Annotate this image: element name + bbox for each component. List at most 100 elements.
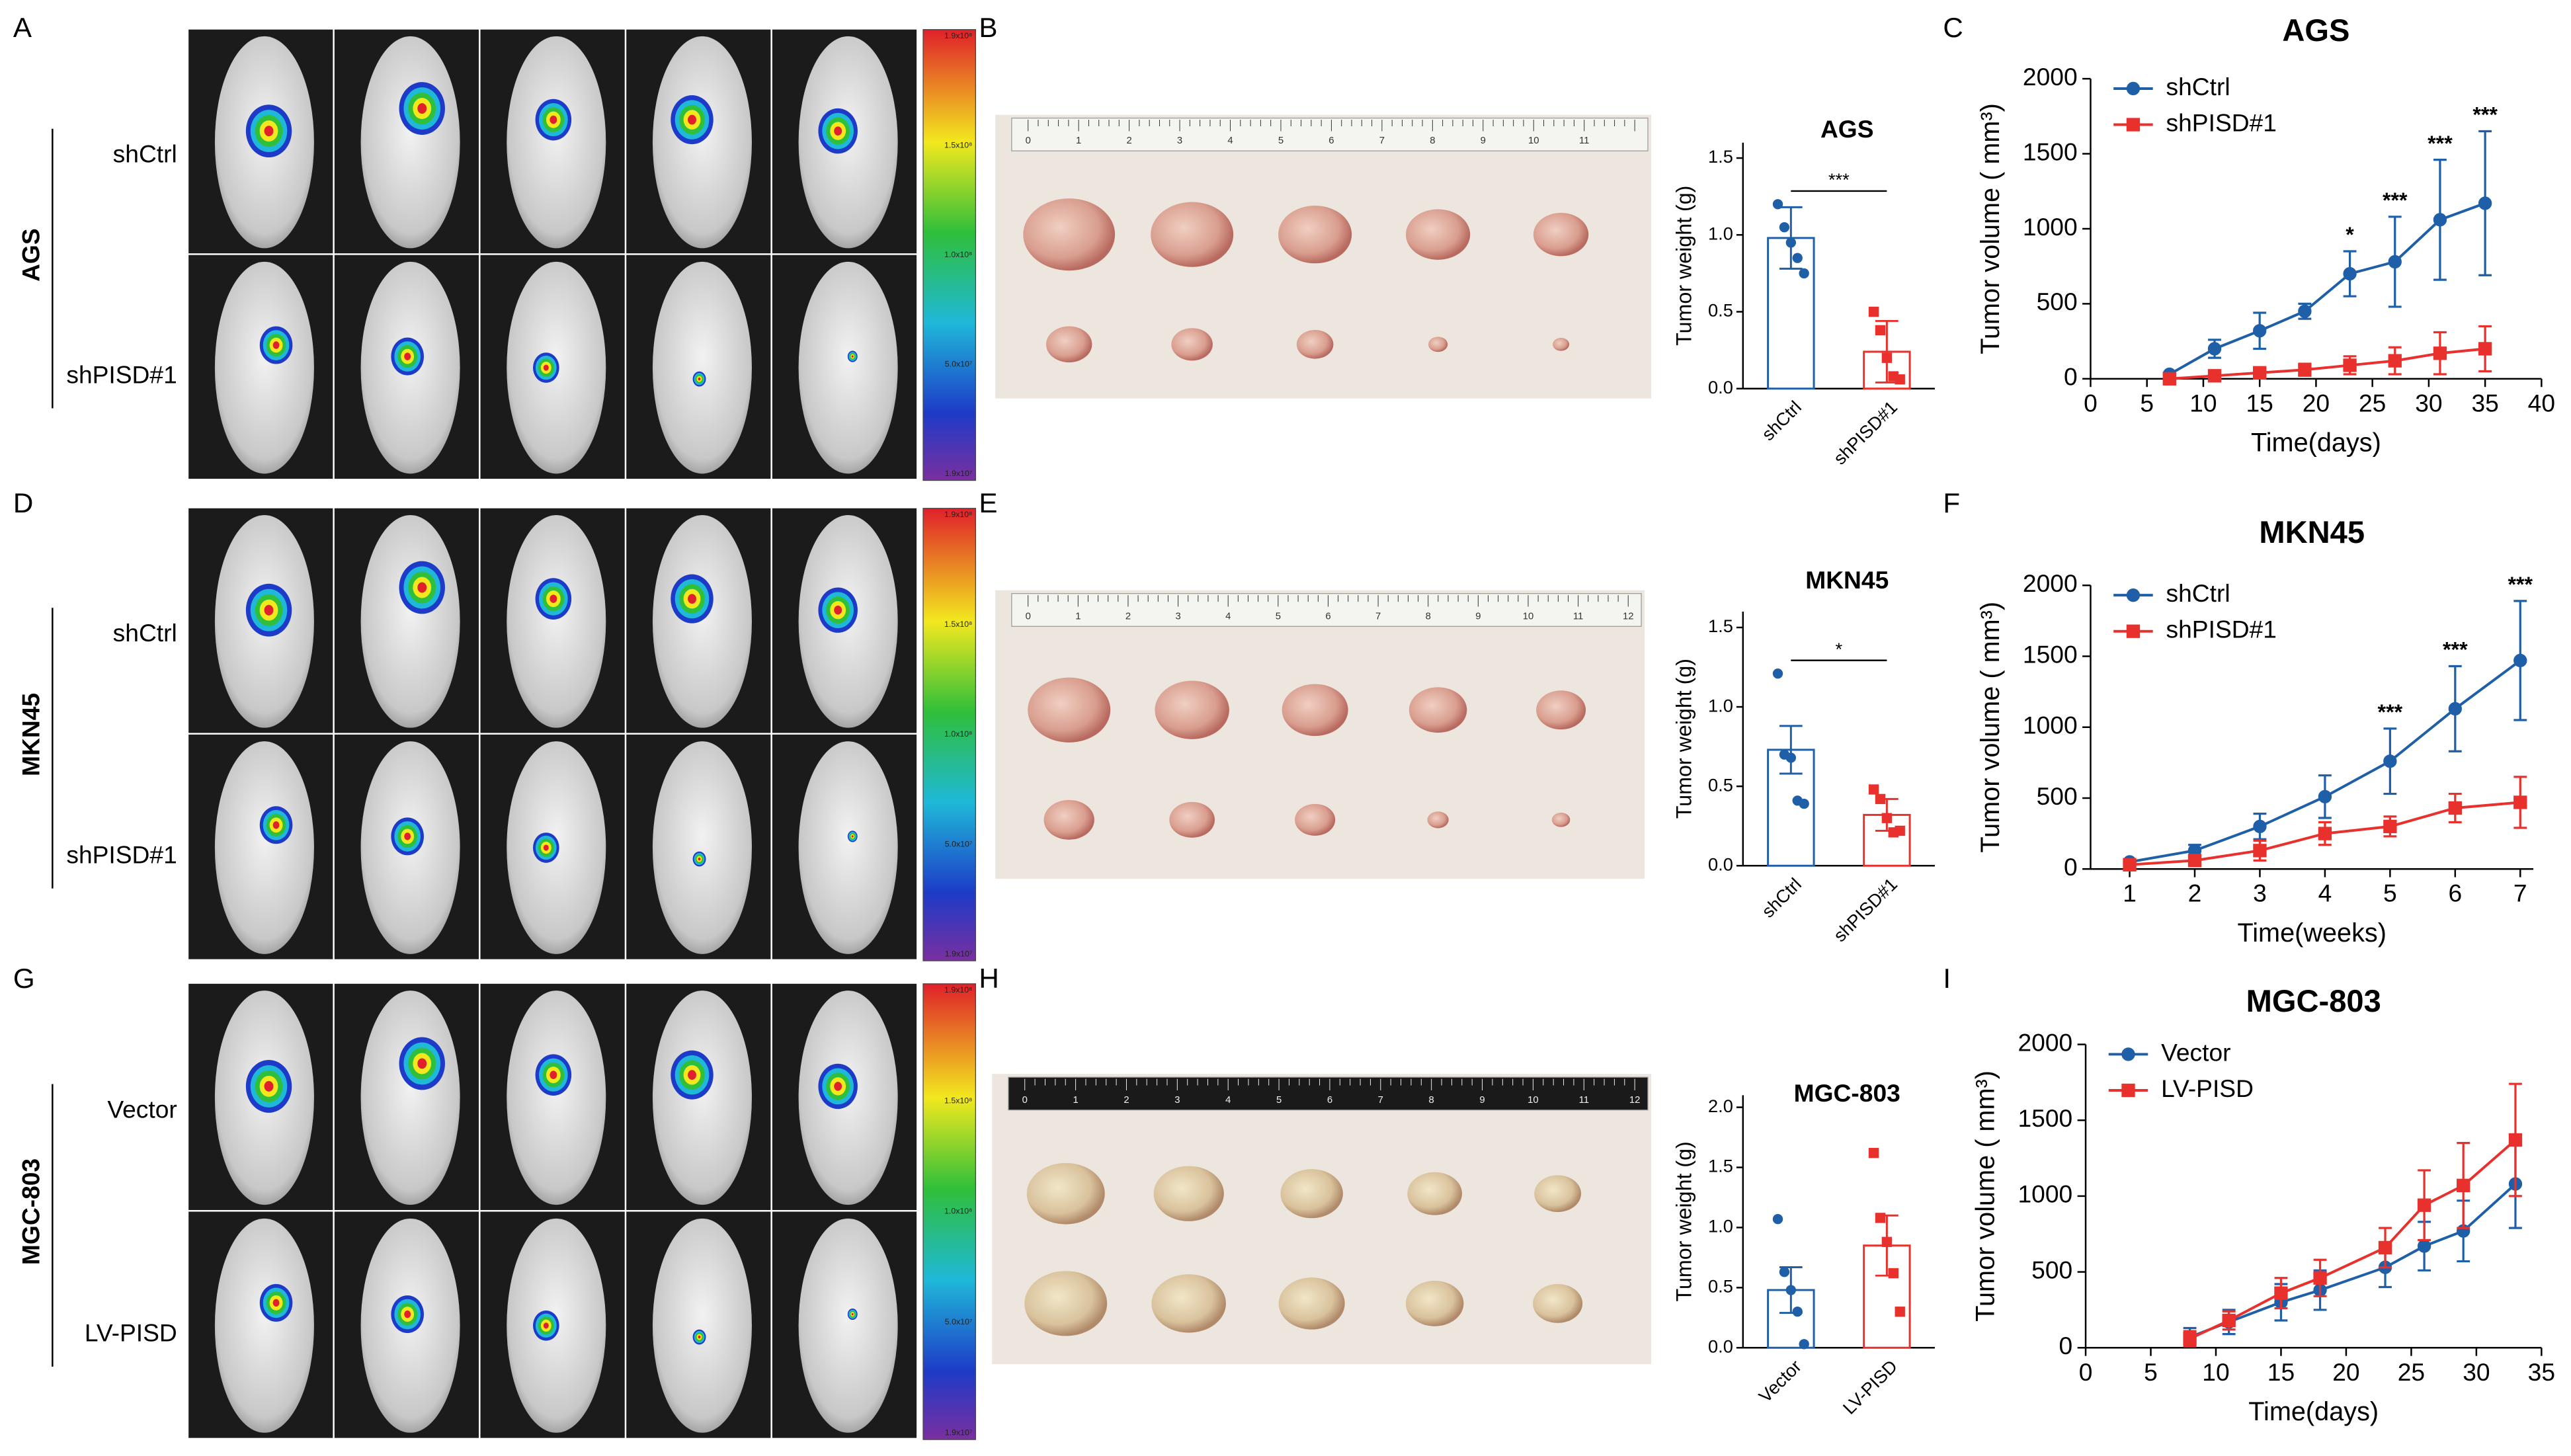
colorbar-tick: 1.0x10⁸ [944, 729, 972, 739]
data-point [1888, 1268, 1898, 1279]
colorbar-tick: 5.0x10⁷ [945, 1317, 973, 1326]
data-point [2123, 858, 2137, 871]
chart-title: MKN45 [1805, 566, 1889, 594]
data-point [1881, 352, 1893, 363]
ruler [1011, 593, 1642, 627]
y-tick-label: 2000 [2023, 63, 2078, 91]
data-point [2222, 1313, 2236, 1328]
data-point [1868, 306, 1879, 317]
ruler-label: 9 [1475, 611, 1481, 622]
ruler-label: 8 [1430, 136, 1435, 146]
legend-label: shCtrl [2166, 73, 2230, 101]
ruler-label: 11 [1579, 1095, 1589, 1106]
line [2189, 1183, 2517, 1339]
tumor [1155, 680, 1229, 739]
signal [417, 582, 427, 593]
y-tick-label: 1.0 [1708, 223, 1733, 243]
significance-label: *** [2443, 638, 2468, 662]
data-point [2253, 844, 2267, 858]
data-point [1881, 1236, 1893, 1247]
signal [550, 594, 557, 603]
y-tick-label: 1500 [2018, 1104, 2072, 1132]
data-point [2388, 255, 2402, 269]
data-point [1772, 1214, 1783, 1225]
colorbar-tick: 1.5x10⁸ [944, 620, 972, 629]
x-tick-label: LV-PISD [1839, 1355, 1901, 1418]
data-point [2417, 1239, 2431, 1253]
colorbar [922, 983, 976, 1440]
signal [834, 605, 842, 615]
signal [417, 103, 427, 114]
legend-label: LV-PISD [2161, 1074, 2254, 1102]
ruler-label: 11 [1579, 136, 1589, 146]
ruler [1011, 117, 1649, 151]
data-point [2433, 213, 2447, 227]
tumor [1169, 801, 1215, 838]
ruler-label: 5 [1278, 136, 1284, 146]
data-point [2448, 702, 2462, 716]
data-point [2383, 754, 2397, 768]
mouse-body [360, 36, 460, 249]
ruler-label: 3 [1175, 611, 1180, 622]
data-point [2274, 1286, 2288, 1300]
ruler-label: 6 [1325, 611, 1330, 622]
x-tick-label: shCtrl [1758, 873, 1805, 921]
signal [264, 1080, 274, 1092]
data-point [2508, 1133, 2523, 1147]
tumor [1278, 206, 1352, 264]
data-point [2318, 789, 2332, 804]
y-tick-label: 2000 [2023, 569, 2078, 597]
x-tick-label: 3 [2253, 879, 2267, 907]
data-point [2207, 342, 2222, 356]
mouse-body [214, 261, 314, 474]
x-tick-label: shCtrl [1758, 397, 1805, 444]
signal [417, 1058, 427, 1069]
signal [851, 835, 854, 838]
y-tick-label: 0 [2059, 1332, 2073, 1359]
tumor [1533, 1283, 1583, 1323]
ruler-label: 3 [1177, 136, 1182, 146]
data-point [2457, 1178, 2470, 1193]
ruler-label: 7 [1375, 611, 1381, 622]
y-tick-label: 0.5 [1708, 774, 1733, 795]
data-point [1875, 1213, 1886, 1223]
y-tick-label: 0.0 [1708, 854, 1733, 874]
data-point [1868, 784, 1879, 795]
tumor [1028, 677, 1111, 743]
legend-marker [2121, 1083, 2135, 1098]
data-point [1772, 199, 1783, 210]
colorbar-tick: 1.9x10⁸ [944, 510, 972, 519]
data-point [2343, 358, 2357, 372]
tumor [1023, 198, 1116, 271]
panel-label: H [979, 963, 999, 994]
mouse-body [652, 1218, 752, 1433]
data-point [2513, 795, 2527, 809]
panel-label: I [1943, 963, 1951, 994]
data-point [2187, 854, 2202, 868]
tumor [1553, 337, 1570, 351]
signal [272, 821, 280, 829]
ruler-label: 2 [1123, 1095, 1129, 1106]
x-tick-label: 35 [2528, 1358, 2555, 1386]
group-label: shPISD#1 [66, 841, 177, 869]
data-point [1799, 798, 1809, 809]
panel-label: E [979, 487, 997, 518]
panel-label: A [13, 12, 32, 43]
colorbar-tick: 1.9x10⁷ [945, 469, 973, 478]
ruler-label: 5 [1276, 611, 1281, 622]
x-tick-label: Vector [1754, 1355, 1805, 1406]
colorbar-tick: 1.9x10⁷ [945, 949, 973, 958]
tumor [1536, 690, 1586, 730]
x-tick-label: 6 [2448, 879, 2462, 907]
y-tick-label: 2.0 [1708, 1096, 1733, 1116]
signal [851, 1313, 854, 1316]
y-axis-label: Tumor volume ( mm³) [1976, 602, 2005, 853]
mouse-body [652, 261, 752, 474]
legend-marker [2126, 118, 2141, 132]
ruler-label: 3 [1174, 1095, 1180, 1106]
mouse-body [798, 261, 898, 474]
ruler-label: 7 [1378, 1095, 1383, 1106]
panel-label: C [1943, 12, 1963, 43]
legend-marker [2126, 81, 2141, 96]
mouse-body [214, 1218, 314, 1433]
